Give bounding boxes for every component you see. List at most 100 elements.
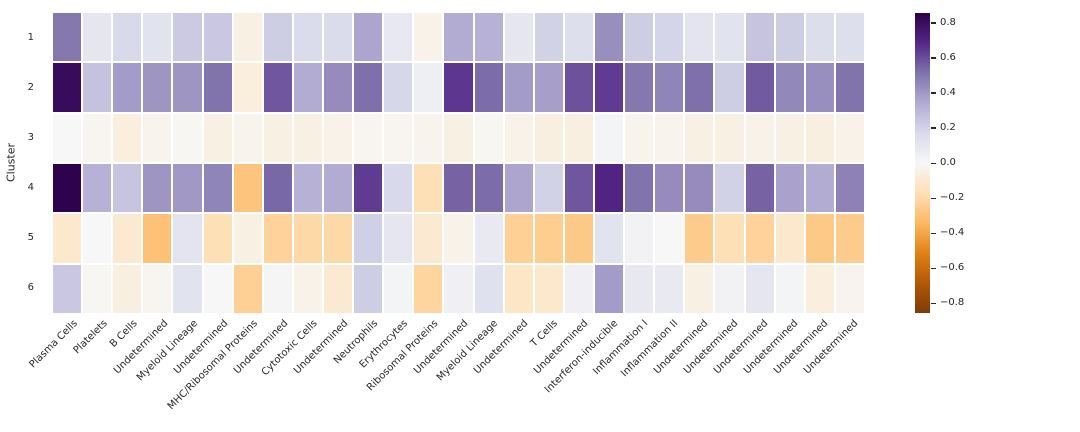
heatmap-cell <box>143 264 172 313</box>
heatmap-cell <box>835 113 864 162</box>
heatmap-cell <box>685 113 714 162</box>
heatmap-cell <box>414 264 443 313</box>
heatmap-cell <box>53 214 82 263</box>
heatmap-cell <box>655 13 684 62</box>
heatmap-cell <box>564 214 593 263</box>
heatmap-cell <box>83 13 112 62</box>
heatmap-cell <box>534 264 563 313</box>
heatmap-cell <box>233 113 262 162</box>
heatmap-cell <box>715 113 744 162</box>
heatmap-cell <box>113 113 142 162</box>
heatmap-cell <box>534 163 563 213</box>
heatmap-cell <box>775 163 804 213</box>
heatmap-cell <box>323 63 353 112</box>
heatmap-cell <box>685 163 714 213</box>
heatmap-cell <box>323 214 353 263</box>
heatmap-cell <box>203 163 232 213</box>
heatmap-cell <box>474 214 503 263</box>
colorbar-tick-label: −0.6 <box>940 262 965 274</box>
colorbar-tick-label: 0.4 <box>940 86 956 98</box>
heatmap-cell <box>474 13 503 62</box>
heatmap-cell <box>414 113 443 162</box>
colorbar-tick-label: 0.2 <box>940 121 956 133</box>
heatmap-cell <box>805 264 834 313</box>
heatmap-cell <box>655 163 684 213</box>
heatmap-cell <box>113 63 142 112</box>
heatmap-cell <box>655 264 684 313</box>
heatmap-cell <box>293 113 322 162</box>
heatmap-cell <box>625 264 654 313</box>
heatmap-cell <box>504 13 533 62</box>
heatmap-cell <box>143 63 172 112</box>
heatmap-cell <box>384 163 413 213</box>
heatmap-cell <box>805 113 834 162</box>
heatmap-cell <box>775 264 804 313</box>
heatmap-cell <box>414 13 443 62</box>
y-tick-label: 3 <box>27 132 34 143</box>
heatmap-cell <box>444 13 473 62</box>
heatmap-cell <box>564 113 593 162</box>
colorbar-tick-label: −0.2 <box>940 192 965 203</box>
colorbar-tick-label: −0.4 <box>940 227 965 238</box>
heatmap-cell <box>745 264 774 313</box>
heatmap-cell <box>504 264 533 313</box>
heatmap-cell <box>203 113 232 162</box>
heatmap-cell <box>414 214 443 263</box>
heatmap-cell <box>53 63 82 112</box>
heatmap-cell <box>534 113 563 162</box>
heatmap-cell <box>534 63 563 112</box>
heatmap-cell <box>263 163 292 213</box>
heatmap-cell <box>745 13 774 62</box>
heatmap-cell <box>444 63 473 112</box>
heatmap-cell <box>745 214 774 263</box>
heatmap-cell <box>835 163 864 213</box>
colorbar-tick-mark <box>931 57 936 59</box>
heatmap-cell <box>293 214 322 263</box>
heatmap-cell <box>805 214 834 263</box>
y-tick-label: 5 <box>27 232 34 243</box>
heatmap-cell <box>564 13 593 62</box>
heatmap-cell <box>504 163 533 213</box>
y-tick-label: 1 <box>27 32 34 43</box>
colorbar-tick-mark <box>931 162 936 164</box>
heatmap-cell <box>173 113 202 162</box>
heatmap-cell <box>534 13 563 62</box>
heatmap-cell <box>143 214 172 263</box>
heatmap-cell <box>715 264 744 313</box>
heatmap-cell <box>384 13 413 62</box>
heatmap-cell <box>745 163 774 213</box>
heatmap-cell <box>625 13 654 62</box>
heatmap-cell <box>775 214 804 263</box>
heatmap-cell <box>775 113 804 162</box>
heatmap-cell <box>775 63 804 112</box>
heatmap-cell <box>233 214 262 263</box>
heatmap-cell <box>143 163 172 213</box>
heatmap-cell <box>293 13 322 62</box>
heatmap-cell <box>594 63 624 112</box>
heatmap-cell <box>474 264 503 313</box>
heatmap-cell <box>504 63 533 112</box>
heatmap-cell <box>203 264 232 313</box>
heatmap-cell <box>233 163 262 213</box>
heatmap-cell <box>323 264 353 313</box>
y-tick-label: 4 <box>27 182 34 193</box>
heatmap-cell <box>625 63 654 112</box>
heatmap-cell <box>203 13 232 62</box>
colorbar-tick-label: 0.8 <box>940 16 956 28</box>
heatmap-cell <box>293 63 322 112</box>
heatmap-cell <box>173 163 202 213</box>
heatmap-cell <box>504 214 533 263</box>
heatmap-cell <box>354 163 383 213</box>
heatmap-cell <box>323 163 353 213</box>
heatmap-cell <box>53 13 82 62</box>
heatmap-cell <box>83 113 112 162</box>
colorbar-gradient <box>915 13 930 313</box>
heatmap-cell <box>384 113 413 162</box>
heatmap-cell <box>143 13 172 62</box>
y-tick-label: 2 <box>27 82 34 93</box>
heatmap-cell <box>173 264 202 313</box>
heatmap-cell <box>354 63 383 112</box>
heatmap-cell <box>775 13 804 62</box>
heatmap-cell <box>293 264 322 313</box>
heatmap-cell <box>83 63 112 112</box>
